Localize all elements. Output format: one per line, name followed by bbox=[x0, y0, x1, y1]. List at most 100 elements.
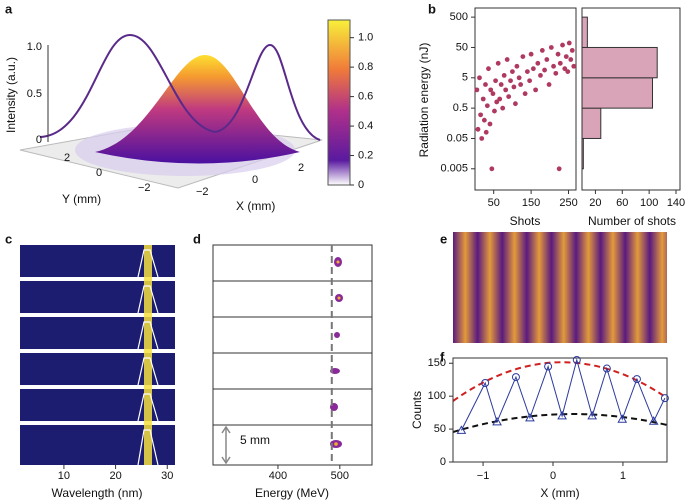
point bbox=[528, 51, 534, 57]
panel-d-art bbox=[212, 244, 373, 466]
triangle-point bbox=[587, 410, 598, 420]
point bbox=[498, 82, 504, 87]
point bbox=[493, 78, 498, 84]
point bbox=[494, 99, 500, 105]
axis-label: Intensity (a.u.) bbox=[4, 57, 18, 133]
point bbox=[556, 166, 562, 172]
point bbox=[475, 126, 481, 132]
point bbox=[527, 78, 533, 84]
hist-bar bbox=[581, 16, 588, 48]
point bbox=[546, 82, 552, 87]
point bbox=[563, 54, 569, 59]
point bbox=[520, 54, 526, 59]
circle-point bbox=[632, 375, 641, 384]
panel-f-fits bbox=[452, 361, 668, 433]
point bbox=[513, 101, 518, 107]
panel-label: f bbox=[440, 349, 445, 364]
triangle-point bbox=[557, 410, 567, 420]
tick-label: 0 bbox=[96, 167, 102, 179]
triangle-point bbox=[648, 416, 659, 425]
panel-e-image bbox=[453, 232, 667, 343]
point bbox=[490, 91, 496, 97]
tick-label: 50 bbox=[488, 197, 500, 209]
tick-label: −1 bbox=[477, 470, 490, 482]
circle-point bbox=[511, 373, 520, 382]
axis-label: Number of shots bbox=[588, 214, 676, 228]
point bbox=[484, 103, 490, 109]
tick-label: 1 bbox=[620, 470, 626, 482]
tick-label: 0.005 bbox=[440, 163, 468, 175]
point bbox=[497, 96, 503, 102]
point bbox=[568, 57, 574, 62]
hist-bar bbox=[581, 137, 584, 170]
tick-label: 0.6 bbox=[358, 91, 373, 103]
circle-point bbox=[602, 364, 611, 373]
axis-label: Y (mm) bbox=[62, 192, 101, 206]
tick-label: 500 bbox=[331, 470, 349, 482]
tick-label: 30 bbox=[161, 470, 173, 482]
tick-label: 2 bbox=[298, 162, 304, 174]
point bbox=[486, 66, 491, 72]
hist-bar bbox=[581, 46, 658, 79]
axis-label: Shots bbox=[510, 214, 541, 228]
tick-label: 0 bbox=[36, 134, 42, 146]
tick-label: 140 bbox=[667, 197, 685, 209]
tick-label: 0 bbox=[252, 174, 258, 186]
circle-point bbox=[481, 379, 490, 388]
point bbox=[524, 69, 530, 75]
point bbox=[522, 91, 528, 97]
point bbox=[565, 69, 571, 75]
tick-label: 5 bbox=[462, 72, 468, 84]
tick-label: 0.8 bbox=[358, 61, 373, 73]
tick-label: 0.5 bbox=[453, 102, 468, 114]
tick-label: −2 bbox=[196, 186, 209, 198]
point bbox=[492, 108, 497, 114]
axis-label: X (mm) bbox=[236, 199, 275, 213]
tick-label: 0 bbox=[440, 456, 446, 468]
tick-label: 60 bbox=[616, 197, 628, 209]
point bbox=[511, 84, 517, 90]
tick-label: 100 bbox=[428, 390, 446, 402]
point bbox=[504, 57, 510, 62]
point bbox=[483, 82, 488, 87]
triangle-point bbox=[492, 416, 502, 426]
point bbox=[566, 40, 572, 46]
tick-label: 150 bbox=[428, 357, 446, 369]
point bbox=[560, 42, 565, 48]
point bbox=[506, 94, 512, 99]
axis-label: Wavelength (nm) bbox=[52, 486, 143, 500]
panel-label: d bbox=[193, 231, 201, 246]
point bbox=[548, 45, 554, 50]
point bbox=[538, 72, 543, 78]
point bbox=[478, 112, 484, 118]
tick-label: 1.0 bbox=[358, 32, 373, 44]
point bbox=[571, 63, 577, 69]
point bbox=[480, 96, 486, 102]
tick-label: 0.2 bbox=[358, 149, 373, 161]
triangle-point bbox=[525, 412, 535, 422]
point bbox=[500, 105, 506, 111]
point bbox=[501, 72, 507, 78]
point bbox=[477, 75, 482, 81]
point bbox=[481, 117, 487, 123]
tick-label: 150 bbox=[522, 197, 540, 209]
tick-label: 2 bbox=[64, 152, 70, 164]
axis-label: Radiation energy (nJ) bbox=[417, 43, 431, 158]
point bbox=[503, 87, 509, 93]
point bbox=[489, 166, 495, 172]
tick-label: 20 bbox=[109, 470, 121, 482]
point bbox=[535, 60, 541, 66]
point bbox=[539, 48, 545, 53]
point bbox=[518, 82, 524, 87]
trace bbox=[460, 358, 666, 431]
panel-label: a bbox=[5, 1, 13, 16]
point bbox=[514, 63, 520, 69]
point bbox=[479, 136, 485, 141]
tick-label: 1.0 bbox=[27, 41, 42, 53]
point bbox=[483, 129, 489, 135]
point bbox=[553, 70, 559, 76]
point bbox=[474, 87, 480, 93]
tick-label: 400 bbox=[269, 470, 287, 482]
hist-bar bbox=[581, 77, 653, 109]
